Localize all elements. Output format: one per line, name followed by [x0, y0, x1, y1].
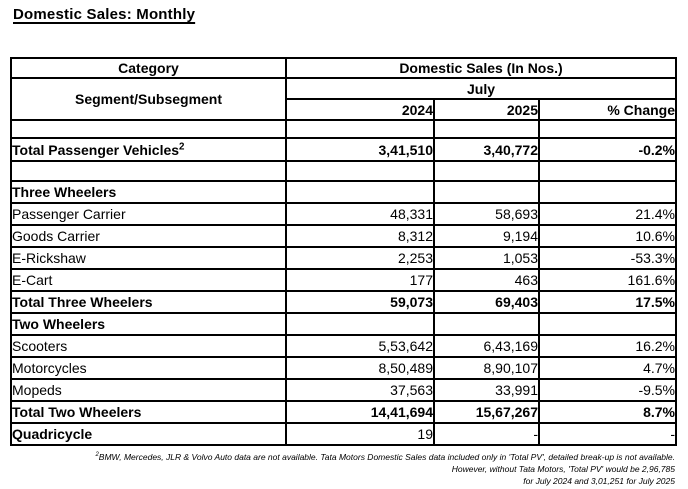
value-2025: 8,90,107 — [433, 356, 540, 380]
value-2024: 19 — [285, 422, 435, 446]
value-2024: 2,253 — [285, 246, 435, 270]
page-title: Domestic Sales: Monthly — [13, 6, 196, 23]
footnote-marker: 2 — [179, 140, 185, 152]
value-2024: 48,331 — [285, 202, 435, 226]
value-change: -53.3% — [537, 246, 678, 270]
value-change: -9.5% — [537, 378, 678, 402]
value-2025: 6,43,169 — [433, 334, 540, 358]
value-2025: 463 — [433, 268, 540, 292]
row-label: Quadricycle — [10, 422, 287, 446]
value-2024: 3,41,510 — [285, 137, 435, 162]
footnote-line-3: for July 2024 and 3,01,251 for July 2025 — [523, 475, 675, 486]
row-label: Passenger Carrier — [10, 202, 287, 226]
header-row-years: 2024 2025 % Change — [11, 98, 678, 121]
value-2025: - — [433, 422, 540, 446]
row-label: Total Passenger Vehicles2 — [10, 137, 287, 162]
value-2025: 69,403 — [433, 290, 540, 314]
row-label: Goods Carrier — [10, 224, 287, 248]
section-label: Two Wheelers — [10, 312, 287, 336]
value-2025: 15,67,267 — [433, 400, 540, 424]
value-2024: 8,50,489 — [285, 356, 435, 380]
row-label: E-Rickshaw — [10, 246, 287, 270]
table-row-mopeds: Mopeds 37,563 33,991 -9.5% — [10, 378, 678, 402]
row-label: Scooters — [10, 334, 287, 358]
value-change: 17.5% — [537, 290, 678, 314]
month-header-cell: July — [284, 77, 678, 100]
row-label: E-Cart — [10, 268, 287, 292]
value-change: 161.6% — [537, 268, 678, 292]
row-label: Motorcycles — [10, 356, 287, 380]
table-row-scooters: Scooters 5,53,642 6,43,169 16.2% — [10, 334, 678, 358]
row-label: Mopeds — [10, 378, 287, 402]
value-2025: 9,194 — [433, 224, 540, 248]
section-label: Three Wheelers — [10, 180, 287, 204]
footnote: 2BMW, Mercedes, JLR & Volvo Auto data ar… — [55, 452, 675, 488]
row-label: Total Three Wheelers — [10, 290, 287, 314]
value-change: 4.7% — [537, 356, 678, 380]
group-header-cell: Domestic Sales (In Nos.) — [284, 57, 678, 79]
value-2025: 33,991 — [433, 378, 540, 402]
table-row-quadricycle: Quadricycle 19 - - — [10, 422, 678, 446]
table-row-passenger-carrier: Passenger Carrier 48,331 58,693 21.4% — [10, 202, 678, 226]
table-row-motorcycles: Motorcycles 8,50,489 8,90,107 4.7% — [10, 356, 678, 380]
value-2024: 8,312 — [285, 224, 435, 248]
pct-change-header-cell: % Change — [537, 98, 678, 121]
value-2025: 1,053 — [433, 246, 540, 270]
value-change: 10.6% — [537, 224, 678, 248]
header-row-category: Category Domestic Sales (In Nos.) — [10, 57, 678, 79]
footnote-line-1: 2BMW, Mercedes, JLR & Volvo Auto data ar… — [95, 452, 675, 462]
value-2024: 14,41,694 — [285, 400, 435, 424]
section-row-three-wheelers: Three Wheelers — [10, 180, 678, 204]
table-row-e-rickshaw: E-Rickshaw 2,253 1,053 -53.3% — [10, 246, 678, 270]
value-change: 8.7% — [537, 400, 678, 424]
domestic-sales-table: Category Domestic Sales (In Nos.) Segmen… — [10, 57, 678, 446]
value-change: 21.4% — [537, 202, 678, 226]
value-2024: 177 — [285, 268, 435, 292]
table-row-total-passenger-vehicles: Total Passenger Vehicles2 3,41,510 3,40,… — [10, 137, 678, 162]
section-row-two-wheelers: Two Wheelers — [10, 312, 678, 336]
value-2024: 37,563 — [285, 378, 435, 402]
year-2025-header-cell: 2025 — [433, 98, 540, 121]
value-change: -0.2% — [537, 137, 678, 162]
spacer-row — [10, 119, 678, 139]
value-2025: 58,693 — [433, 202, 540, 226]
table-row-total-two-wheelers: Total Two Wheelers 14,41,694 15,67,267 8… — [10, 400, 678, 424]
year-2024-header-cell: 2024 — [285, 98, 435, 121]
table-row-goods-carrier: Goods Carrier 8,312 9,194 10.6% — [10, 224, 678, 248]
category-header-cell: Category — [10, 57, 287, 79]
value-2024: 59,073 — [285, 290, 435, 314]
value-2025: 3,40,772 — [433, 137, 540, 162]
segment-header-cell: Segment/Subsegment — [10, 77, 287, 121]
value-change: - — [537, 422, 678, 446]
footnote-marker: 2 — [95, 452, 99, 459]
footnote-line-2: However, without Tata Motors, 'Total PV'… — [451, 463, 675, 474]
table-row-e-cart: E-Cart 177 463 161.6% — [10, 268, 678, 292]
row-label: Total Two Wheelers — [10, 400, 287, 424]
table-row-total-three-wheelers: Total Three Wheelers 59,073 69,403 17.5% — [10, 290, 678, 314]
value-change: 16.2% — [537, 334, 678, 358]
spacer-row — [10, 160, 678, 182]
value-2024: 5,53,642 — [285, 334, 435, 358]
header-row-month: Segment/Subsegment July — [10, 77, 678, 121]
